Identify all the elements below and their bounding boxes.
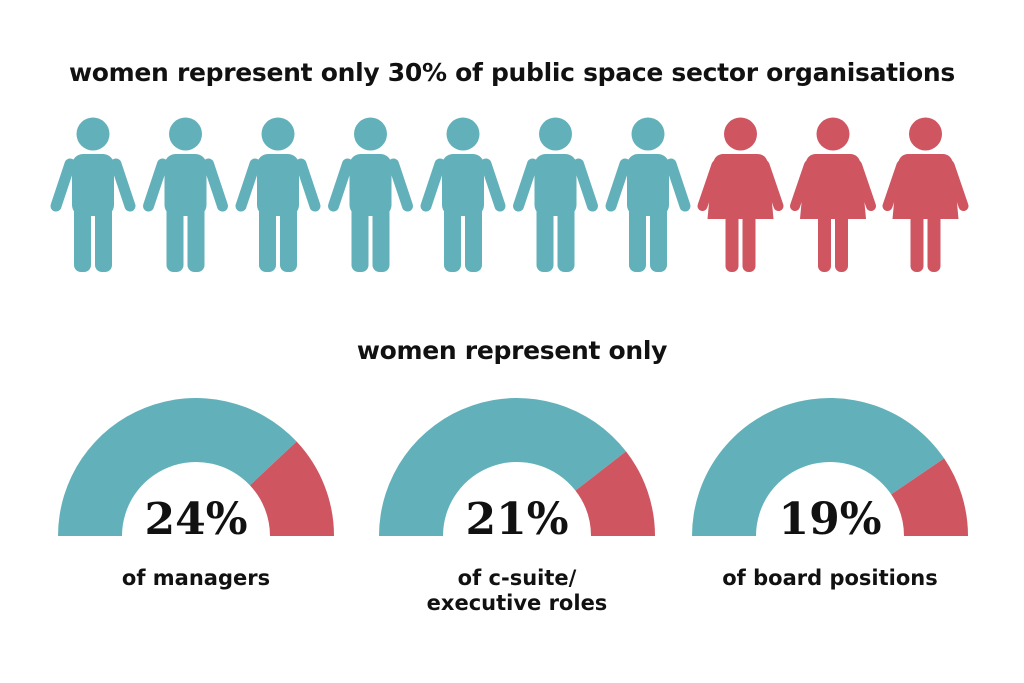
gauge-women-segment bbox=[575, 451, 655, 536]
female-person-icon bbox=[697, 117, 784, 272]
male-person-icon bbox=[235, 117, 321, 272]
male-person-icon bbox=[605, 117, 691, 272]
gauge-women-segment bbox=[891, 458, 969, 536]
gauge-section-title: women represent only bbox=[356, 336, 668, 365]
gauge-value-label: 24% bbox=[144, 494, 247, 545]
male-person-icon bbox=[420, 117, 506, 272]
gauge-women-segment bbox=[249, 441, 334, 536]
gauge-men-segment bbox=[58, 398, 297, 536]
gauge-value-label: 21% bbox=[465, 494, 568, 545]
gauge-value-label: 19% bbox=[778, 494, 881, 545]
male-person-icon bbox=[513, 117, 598, 272]
gauge-label-c-suite: of c-suite/ executive roles bbox=[367, 566, 667, 616]
gauge-label-line: executive roles bbox=[426, 591, 608, 615]
gauge-label-line: of managers bbox=[121, 566, 271, 590]
gauge-label-managers: of managers bbox=[46, 566, 346, 591]
gauge-label-line: of board positions bbox=[722, 566, 938, 590]
male-person-icon bbox=[50, 117, 136, 272]
male-person-icon bbox=[328, 117, 413, 272]
female-person-icon bbox=[790, 117, 876, 272]
male-person-icon bbox=[143, 117, 228, 272]
pictogram-chart bbox=[50, 117, 969, 272]
gauge-label-line: of c-suite/ bbox=[457, 566, 577, 590]
page-title: women represent only 30% of public space… bbox=[68, 58, 956, 87]
female-person-icon bbox=[882, 117, 969, 272]
gauge-men-segment bbox=[379, 397, 627, 536]
gauge-label-board: of board positions bbox=[680, 566, 980, 591]
gauge-men-segment bbox=[692, 398, 945, 536]
